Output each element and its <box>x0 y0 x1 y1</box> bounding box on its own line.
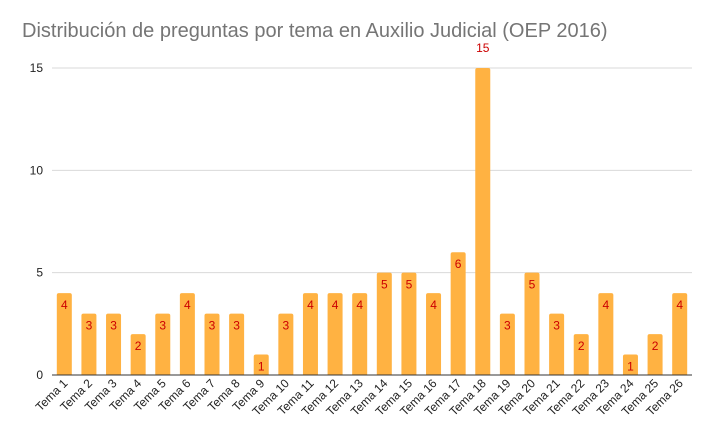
data-label: 4 <box>332 298 339 312</box>
data-label: 3 <box>86 319 93 333</box>
bar <box>229 313 245 375</box>
chart-title: Distribución de preguntas por tema en Au… <box>22 20 608 42</box>
data-label: 5 <box>529 278 536 292</box>
data-label: 4 <box>676 298 683 312</box>
bar <box>524 272 540 375</box>
bar <box>155 313 171 375</box>
bar <box>622 354 638 375</box>
data-label: 4 <box>184 298 191 312</box>
data-label: 3 <box>283 319 290 333</box>
y-tick-label: 0 <box>36 368 43 382</box>
data-label: 4 <box>61 298 68 312</box>
bars <box>56 68 688 375</box>
data-label: 3 <box>159 319 166 333</box>
data-label: 4 <box>430 298 437 312</box>
data-label: 1 <box>627 360 634 374</box>
data-label: 5 <box>406 278 413 292</box>
bar <box>253 354 269 375</box>
data-label: 3 <box>233 319 240 333</box>
bar <box>475 68 491 375</box>
data-label: 3 <box>209 319 216 333</box>
bar <box>598 293 614 375</box>
data-label: 3 <box>504 319 511 333</box>
data-label: 4 <box>356 298 363 312</box>
bar <box>327 293 343 375</box>
bar <box>302 293 318 375</box>
bar <box>56 293 72 375</box>
data-label: 2 <box>652 339 659 353</box>
y-tick-label: 15 <box>30 61 44 75</box>
data-label: 5 <box>381 278 388 292</box>
data-label: 6 <box>455 257 462 271</box>
bar <box>672 293 688 375</box>
bar <box>450 252 466 375</box>
data-label: 1 <box>258 360 265 374</box>
data-labels: 4 3 3 2 3 4 3 3 1 3 4 4 4 5 5 4 6 15 3 5 3 2 4 1 2 4 <box>61 41 683 374</box>
data-label: 4 <box>603 298 610 312</box>
bar <box>278 313 294 375</box>
data-label: 3 <box>553 319 560 333</box>
bar <box>179 293 195 375</box>
bar <box>204 313 220 375</box>
bar <box>549 313 565 375</box>
bar <box>130 334 146 375</box>
y-tick-label: 5 <box>36 266 43 280</box>
data-label: 15 <box>476 41 490 55</box>
bar <box>499 313 515 375</box>
bar <box>81 313 97 375</box>
y-tick-label: 10 <box>30 163 44 177</box>
bar <box>647 334 663 375</box>
data-label: 4 <box>307 298 314 312</box>
bar <box>376 272 392 375</box>
data-label: 2 <box>135 339 142 353</box>
bar <box>352 293 368 375</box>
bar <box>106 313 122 375</box>
bar <box>401 272 417 375</box>
data-label: 3 <box>110 319 117 333</box>
bar <box>426 293 442 375</box>
bar <box>573 334 589 375</box>
gridlines <box>52 67 692 274</box>
data-label: 2 <box>578 339 585 353</box>
